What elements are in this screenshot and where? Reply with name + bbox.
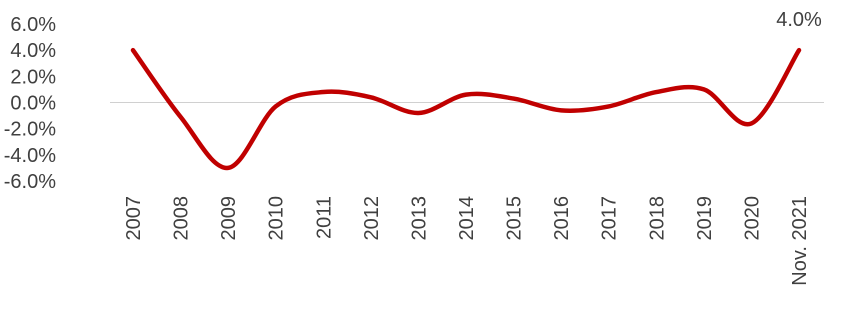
x-tick-label: 2014: [456, 196, 478, 241]
x-tick-label: 2018: [646, 196, 668, 241]
x-tick-label: 2013: [408, 196, 430, 241]
x-tick-label: 2015: [504, 196, 526, 241]
y-tick-label: 2.0%: [10, 66, 56, 88]
x-tick-label: 2016: [551, 196, 573, 241]
x-tick-label: 2009: [218, 196, 240, 241]
x-tick-label: Nov. 2021: [789, 196, 811, 286]
data-point: [179, 115, 183, 119]
data-point: [464, 93, 468, 97]
x-tick-label: 2019: [694, 196, 716, 241]
data-point: [369, 95, 373, 99]
data-point: [226, 166, 230, 170]
x-tick-label: 2012: [361, 196, 383, 241]
series-line: [133, 50, 799, 168]
y-tick-label: -6.0%: [4, 171, 56, 193]
data-point: [797, 48, 801, 52]
data-point: [702, 87, 706, 91]
x-tick-label: 2008: [171, 196, 193, 241]
x-tick-label: 2007: [123, 196, 145, 241]
y-tick-label: 4.0%: [10, 40, 56, 62]
y-tick-label: 6.0%: [10, 14, 56, 36]
x-tick-label: 2020: [741, 196, 763, 241]
y-tick-label: -2.0%: [4, 119, 56, 141]
data-label: 4.0%: [776, 9, 822, 31]
data-point: [131, 48, 135, 52]
y-tick-label: -4.0%: [4, 145, 56, 167]
data-point: [274, 104, 278, 108]
data-point: [321, 90, 325, 94]
data-point: [416, 111, 420, 115]
x-tick-label: 2017: [599, 196, 621, 241]
data-point: [749, 121, 753, 125]
data-point: [512, 97, 516, 101]
data-point: [607, 104, 611, 108]
x-tick-label: 2010: [266, 196, 288, 241]
data-point: [559, 108, 563, 112]
data-point: [654, 90, 658, 94]
x-tick-label: 2011: [313, 196, 335, 239]
y-tick-label: 0.0%: [10, 93, 56, 115]
